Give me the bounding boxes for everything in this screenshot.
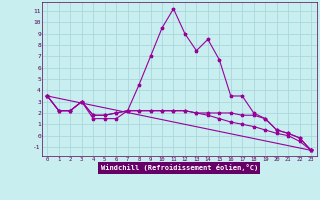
X-axis label: Windchill (Refroidissement éolien,°C): Windchill (Refroidissement éolien,°C) [100,164,258,171]
